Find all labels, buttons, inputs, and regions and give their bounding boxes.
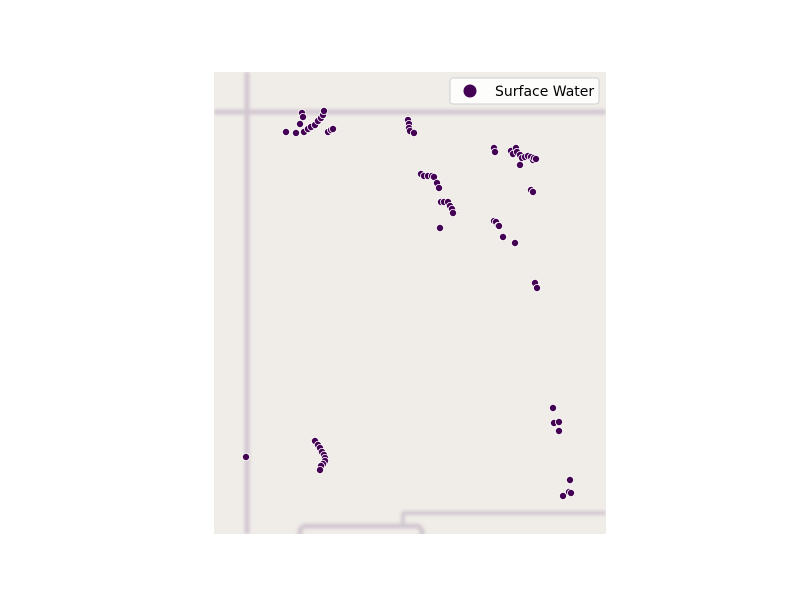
map-area (214, 72, 606, 534)
data-point (328, 125, 337, 134)
data-point (498, 232, 507, 241)
legend-label: Surface Water (495, 84, 594, 100)
data-point (559, 491, 568, 500)
data-point (448, 208, 457, 217)
data-point (549, 403, 558, 412)
data-point (490, 147, 499, 156)
data-point (298, 113, 307, 122)
data-point (291, 128, 300, 137)
data-point (434, 183, 443, 192)
data-point (295, 120, 304, 129)
data-point (281, 127, 290, 136)
data-point (494, 221, 503, 230)
data-point (555, 417, 564, 426)
data-point (435, 223, 444, 232)
data-point (532, 154, 541, 163)
data-point (241, 452, 250, 461)
scatter-layer (241, 107, 576, 500)
map-background (214, 72, 606, 534)
data-point (319, 107, 328, 116)
data-point (555, 426, 564, 435)
data-point (533, 283, 542, 292)
legend-marker-icon (463, 84, 477, 98)
data-point (315, 465, 324, 474)
legend: Surface Water (449, 77, 600, 105)
legend-box (449, 77, 600, 105)
data-point (409, 128, 418, 137)
road-bottom-loop (297, 523, 425, 534)
data-point (516, 160, 525, 169)
data-point (510, 238, 519, 247)
data-point (567, 488, 576, 497)
data-point (566, 475, 575, 484)
data-point (529, 187, 538, 196)
